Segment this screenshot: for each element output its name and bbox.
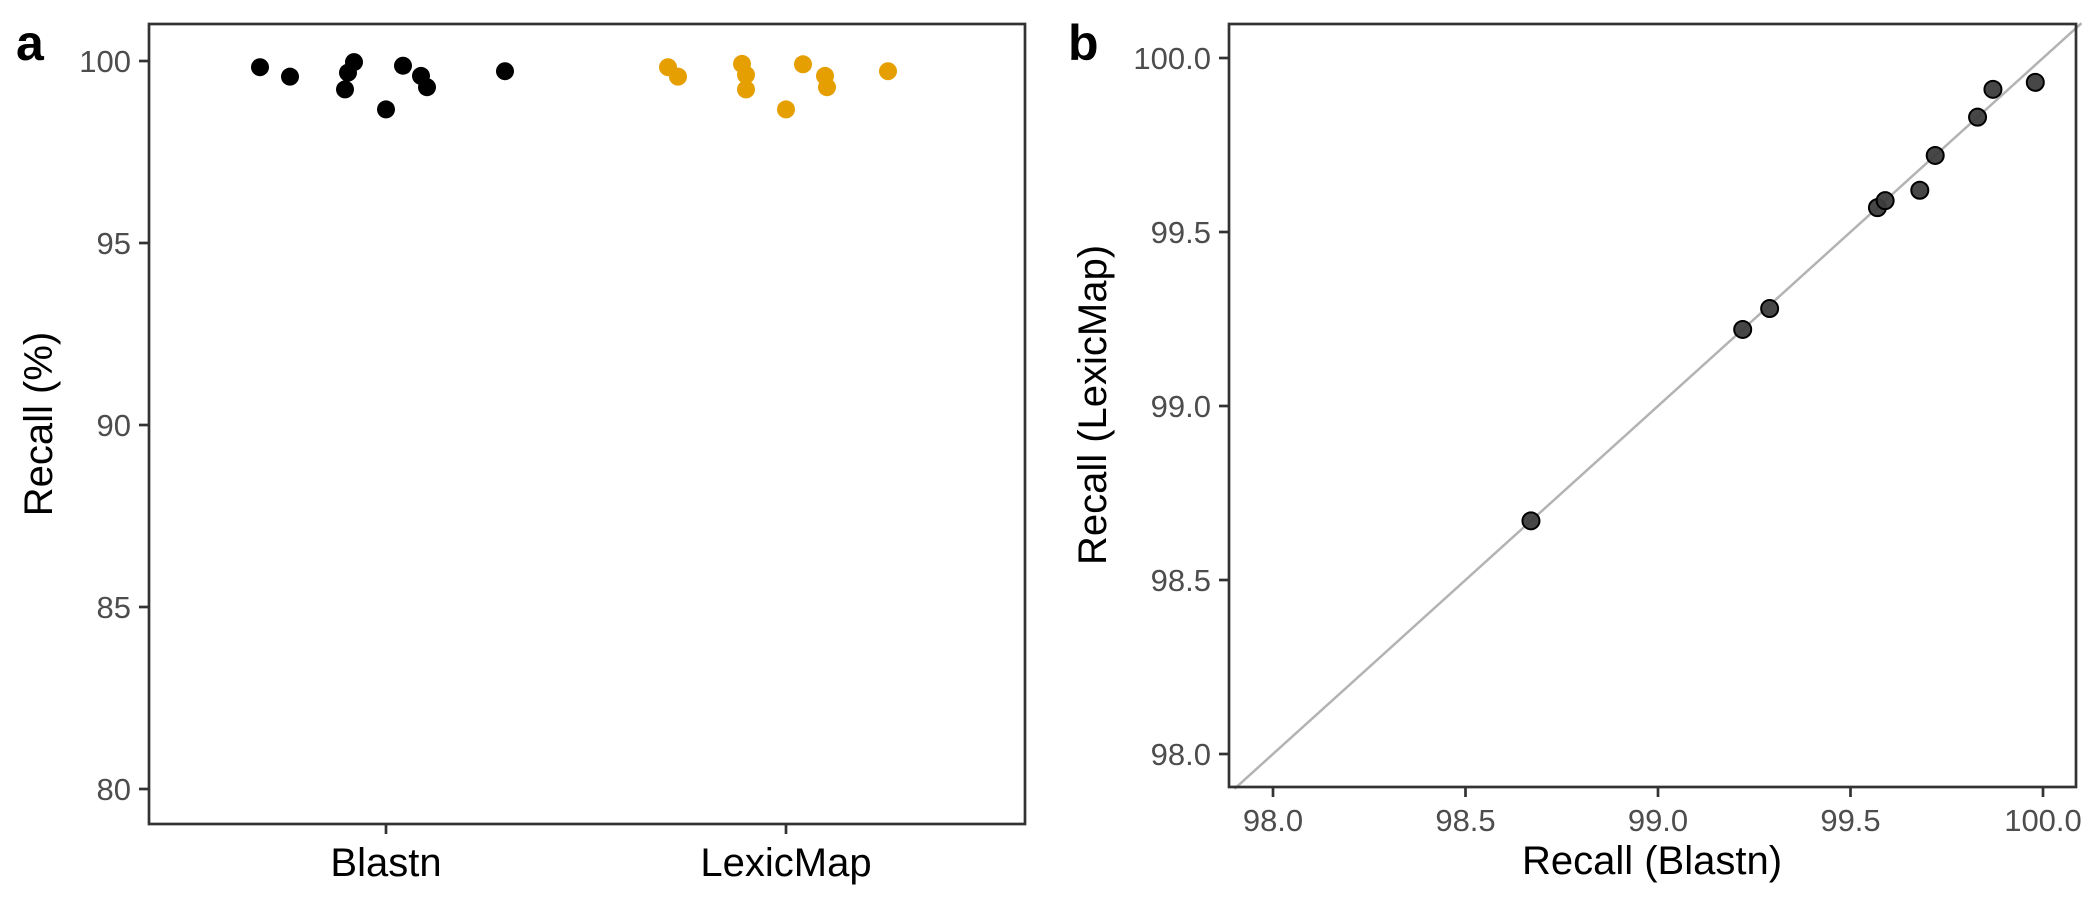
lexicmap-recall-point (737, 65, 755, 84)
panel-b-frame (1227, 22, 2078, 789)
y-tick-label: 100 (79, 44, 131, 79)
y-tick-label: 90 (97, 408, 131, 443)
lexicmap-recall-point (737, 80, 755, 99)
y-tick-label: 80 (97, 772, 131, 807)
y-tick-label: 98.0 (1151, 737, 1211, 772)
panel-a: a 80 85 90 95 100 Blastn LexicMap Recall (%) (16, 15, 1027, 885)
panel-b-x-axis: 98.0 98.5 99.0 99.5 100.0 (1243, 787, 2082, 838)
recall-comparison-point (1733, 319, 1753, 339)
y-tick-label: 85 (97, 590, 131, 625)
lexicmap-recall-point (879, 62, 897, 81)
panel-a-y-axis: 80 85 90 95 100 (79, 44, 149, 807)
y-tick-label: 100.0 (1133, 41, 1211, 76)
x-tick-label: 99.0 (1628, 803, 1688, 838)
recall-comparison-point (1760, 299, 1780, 319)
blastn-recall-point (281, 67, 299, 86)
panel-b-identity-line-group (1233, 22, 2083, 790)
y-tick-label: 98.5 (1151, 563, 1211, 598)
panel-a-points (251, 53, 897, 119)
recall-comparison-point (2025, 72, 2045, 92)
lexicmap-recall-point (777, 100, 795, 119)
panel-b-y-axis: 98.0 98.5 99.0 99.5 100.0 (1133, 41, 1229, 772)
panel-a-x-axis: Blastn LexicMap (330, 824, 872, 885)
blastn-recall-point (345, 53, 363, 72)
x-tick-label: 98.5 (1435, 803, 1495, 838)
x-tick-label: 98.0 (1243, 803, 1303, 838)
x-category-label: LexicMap (700, 841, 871, 885)
blastn-recall-point (377, 100, 395, 119)
panel-b-tag: b (1068, 15, 1099, 71)
panel-a-frame (147, 22, 1027, 826)
x-category-label: Blastn (330, 841, 441, 885)
panel-b-y-axis-title: Recall (LexicMap) (1071, 245, 1115, 565)
blastn-recall-point (251, 58, 269, 77)
panel-b-points (1521, 72, 2045, 531)
blastn-recall-point (336, 80, 354, 99)
x-tick-label: 99.5 (1820, 803, 1880, 838)
lexicmap-recall-point (669, 67, 687, 86)
panel-a-tag: a (16, 15, 45, 71)
recall-comparison-point (1925, 145, 1945, 165)
x-tick-label: 100.0 (2004, 803, 2082, 838)
y-tick-label: 95 (97, 226, 131, 261)
y-tick-label: 99.5 (1151, 215, 1211, 250)
panel-b-x-axis-title: Recall (Blastn) (1522, 839, 1782, 883)
panel-a-y-axis-title: Recall (%) (17, 332, 61, 516)
lexicmap-recall-point (818, 78, 836, 97)
blastn-recall-point (496, 62, 514, 81)
y-tick-label: 99.0 (1151, 389, 1211, 424)
blastn-recall-point (418, 78, 436, 97)
recall-comparison-point (1875, 191, 1895, 211)
recall-comparison-point (1968, 107, 1988, 127)
recall-comparison-point (1521, 511, 1541, 531)
blastn-recall-point (394, 56, 412, 75)
panel-b: b 98.0 98.5 99.0 99.5 100.0 98.0 98.5 99.0 99.5… (1068, 15, 2083, 883)
lexicmap-recall-point (794, 55, 812, 74)
recall-comparison-point (1910, 180, 1930, 200)
identity-line (1233, 22, 2083, 790)
recall-comparison-point (1983, 79, 2003, 99)
